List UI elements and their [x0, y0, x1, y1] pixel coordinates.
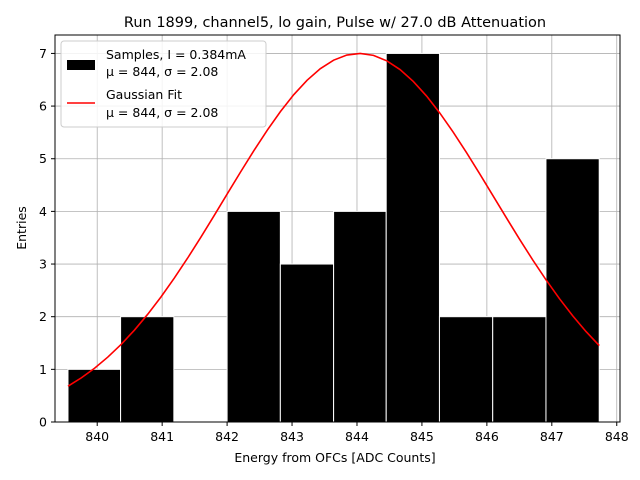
x-tick-label: 841 [150, 429, 174, 444]
legend-fit-label: Gaussian Fit [106, 87, 182, 102]
y-tick-label: 3 [39, 257, 47, 272]
legend-fit-stats: μ = 844, σ = 2.08 [106, 105, 218, 120]
y-tick-label: 2 [39, 309, 47, 324]
legend-box [60, 40, 267, 128]
y-tick-label: 5 [39, 151, 47, 166]
y-axis-ticks: 0 1 2 3 4 5 6 7 [39, 46, 55, 430]
x-tick-label: 842 [215, 429, 239, 444]
legend-samples-label: Samples, I = 0.384mA [106, 47, 246, 62]
histogram-bar [226, 210, 281, 423]
y-axis-label: Entries [14, 206, 29, 250]
histogram-bar [333, 210, 387, 423]
gaussian-fit-curve [67, 52, 600, 387]
histogram-bar [279, 263, 335, 423]
x-tick-label: 843 [280, 429, 304, 444]
legend-samples-swatch [67, 60, 95, 70]
x-axis-label: Energy from OFCs [ADC Counts] [234, 450, 435, 465]
y-tick-label: 1 [39, 362, 47, 377]
x-tick-label: 844 [345, 429, 369, 444]
x-tick-label: 840 [85, 429, 109, 444]
x-axis-ticks: 840 841 842 843 844 845 846 847 848 [85, 422, 629, 444]
x-tick-label: 848 [605, 429, 629, 444]
x-tick-label: 845 [410, 429, 434, 444]
plot-frame [54, 34, 621, 423]
histogram-bar [438, 316, 494, 423]
legend-samples-stats: μ = 844, σ = 2.08 [106, 64, 218, 79]
histogram-bars [67, 52, 600, 423]
gaussian-fit-line [67, 52, 600, 387]
chart-title: Run 1899, channel5, lo gain, Pulse w/ 27… [124, 15, 546, 31]
legend: Samples, I = 0.384mA μ = 844, σ = 2.08 G… [60, 40, 267, 128]
y-tick-label: 0 [39, 415, 47, 430]
x-tick-label: 847 [540, 429, 564, 444]
histogram-bar [120, 316, 175, 423]
y-tick-label: 4 [39, 204, 47, 219]
x-tick-label: 846 [475, 429, 499, 444]
y-tick-label: 7 [39, 46, 47, 61]
histogram-bar [67, 368, 122, 423]
histogram-bar [385, 52, 440, 423]
histogram-bar [545, 158, 600, 423]
y-tick-label: 6 [39, 99, 47, 114]
histogram-bar [492, 316, 547, 423]
